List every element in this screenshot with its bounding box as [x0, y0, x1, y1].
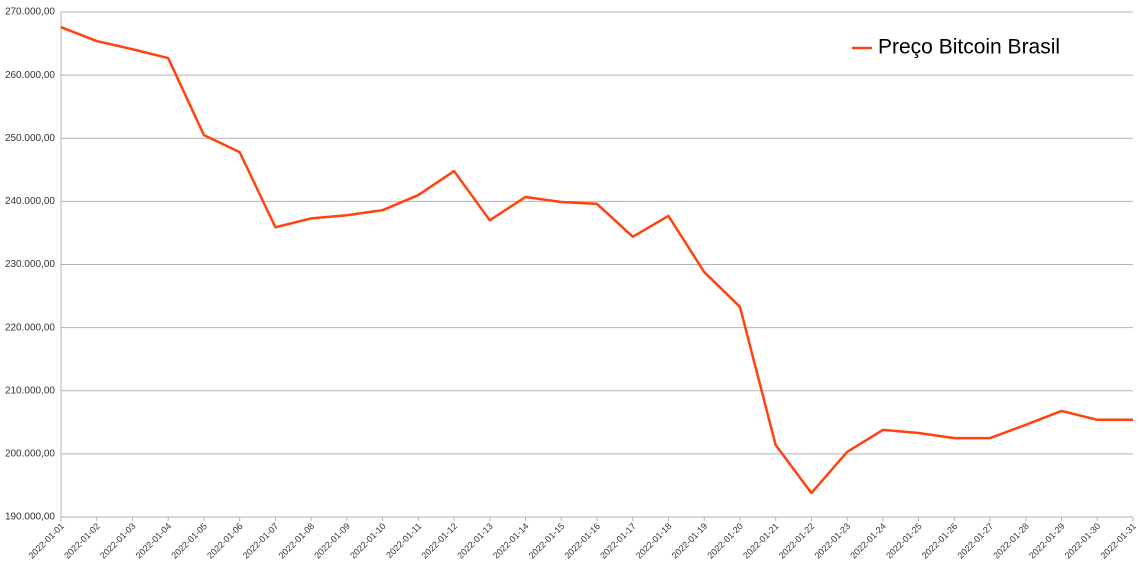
x-tick-label: 2022-01-23	[813, 521, 853, 561]
x-tick-label: 2022-01-12	[420, 521, 460, 561]
x-tick-label: 2022-01-28	[991, 521, 1031, 561]
x-tick-label: 2022-01-18	[634, 521, 674, 561]
y-tick-label: 270.000,00	[5, 7, 55, 18]
legend-label: Preço Bitcoin Brasil	[878, 36, 1060, 59]
x-tick-label: 2022-01-30	[1063, 521, 1103, 561]
x-tick-label: 2022-01-15	[527, 521, 567, 561]
y-tick-label: 260.000,00	[5, 70, 55, 81]
x-tick-label: 2022-01-31	[1098, 521, 1138, 561]
series-line	[60, 25, 1133, 495]
y-tick-label: 190.000,00	[5, 512, 55, 523]
x-tick-label: 2022-01-25	[884, 521, 924, 561]
y-tick-label: 230.000,00	[5, 259, 55, 270]
x-tick-label: 2022-01-04	[134, 521, 174, 561]
x-tick-label: 2022-01-27	[956, 521, 996, 561]
x-tick-label: 2022-01-22	[777, 521, 817, 561]
y-tick-label: 220.000,00	[5, 322, 55, 333]
x-tick-label: 2022-01-10	[348, 521, 388, 561]
x-tick-label: 2022-01-29	[1027, 521, 1067, 561]
x-tick-label: 2022-01-19	[670, 521, 710, 561]
y-tick-label: 200.000,00	[5, 449, 55, 460]
x-tick-label: 2022-01-24	[848, 521, 888, 561]
x-tick-label: 2022-01-13	[455, 521, 495, 561]
y-tick-label: 250.000,00	[5, 133, 55, 144]
x-tick-label: 2022-01-26	[920, 521, 960, 561]
y-tick-label: 210.000,00	[5, 385, 55, 396]
x-tick-label: 2022-01-09	[312, 521, 352, 561]
x-tick-label: 2022-01-16	[562, 521, 602, 561]
x-tick-label: 2022-01-11	[384, 521, 423, 560]
x-tick-label: 2022-01-03	[98, 521, 138, 561]
x-tick-label: 2022-01-02	[62, 521, 102, 561]
y-tick-label: 240.000,00	[5, 196, 55, 207]
x-tick-label: 2022-01-01	[26, 521, 66, 561]
x-tick-label: 2022-01-20	[705, 521, 745, 561]
x-tick-label: 2022-01-17	[598, 521, 638, 561]
x-tick-label: 2022-01-06	[205, 521, 245, 561]
x-tick-label: 2022-01-07	[241, 521, 281, 561]
x-tick-label: 2022-01-21	[741, 521, 781, 561]
x-tick-label: 2022-01-08	[277, 521, 317, 561]
x-tick-label: 2022-01-05	[169, 521, 209, 561]
x-tick-label: 2022-01-14	[491, 521, 531, 561]
